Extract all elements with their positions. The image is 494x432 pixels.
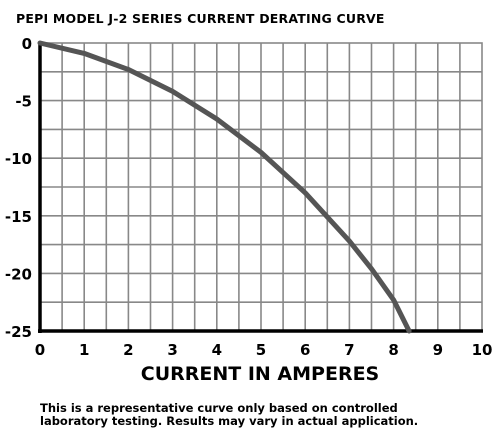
x-tick-label: 10 [472, 341, 493, 359]
x-tick-label: 7 [344, 341, 354, 359]
x-tick-label: 0 [35, 341, 45, 359]
disclaimer-line-2: laboratory testing. Results may vary in … [40, 414, 419, 428]
x-axis-label: CURRENT IN AMPERES [141, 363, 379, 385]
x-tick-labels: 0 1 2 3 4 5 6 7 8 9 10 [35, 341, 493, 359]
x-tick-label: 4 [212, 341, 222, 359]
disclaimer-line-1: This is a representative curve only base… [40, 401, 398, 415]
y-tick-label: -15 [5, 208, 32, 226]
y-tick-label: -10 [5, 150, 32, 168]
x-tick-label: 3 [167, 341, 177, 359]
grid-lines [40, 43, 482, 331]
y-tick-label: -25 [5, 323, 32, 341]
x-tick-label: 5 [256, 341, 266, 359]
chart-title: PEPI MODEL J-2 SERIES CURRENT DERATING C… [16, 11, 385, 26]
x-tick-label: 8 [388, 341, 398, 359]
x-tick-label: 9 [433, 341, 443, 359]
y-tick-label: 0 [22, 35, 32, 53]
disclaimer: This is a representative curve only base… [40, 402, 480, 428]
y-tick-label: -5 [15, 93, 32, 111]
y-tick-label: -20 [5, 265, 32, 283]
x-tick-label: 2 [123, 341, 133, 359]
derating-curve [37, 40, 412, 334]
x-tick-label: 6 [300, 341, 310, 359]
y-tick-labels: 0 -5 -10 -15 -20 -25 [5, 35, 32, 341]
x-tick-label: 1 [79, 341, 89, 359]
